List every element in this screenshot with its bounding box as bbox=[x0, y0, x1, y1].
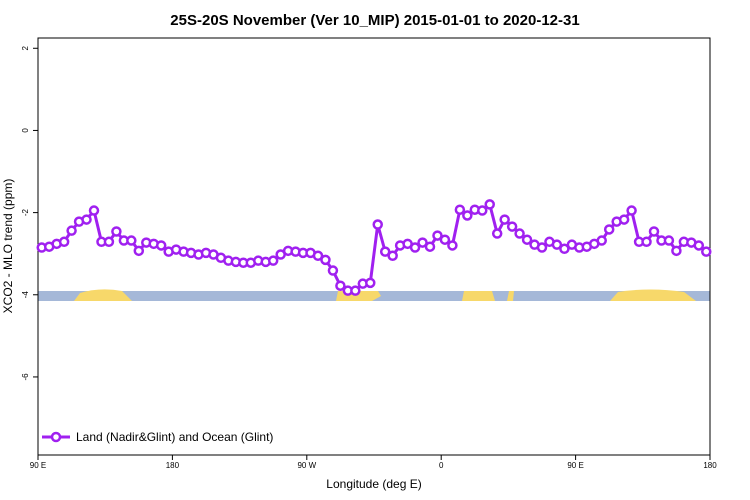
data-point bbox=[133, 245, 145, 257]
data-point bbox=[66, 225, 77, 236]
data-point bbox=[462, 210, 473, 221]
x-tick-label: 180 bbox=[703, 461, 717, 470]
data-point bbox=[701, 246, 712, 257]
y-tick-label: 0 bbox=[21, 128, 30, 133]
x-tick-label: 180 bbox=[166, 461, 180, 470]
land-band bbox=[610, 289, 696, 301]
data-point bbox=[648, 226, 660, 237]
data-point bbox=[671, 245, 682, 257]
data-point bbox=[350, 285, 361, 296]
data-point bbox=[312, 250, 324, 261]
data-point bbox=[693, 240, 705, 251]
data-point bbox=[409, 242, 421, 253]
data-point bbox=[491, 228, 503, 239]
land-band bbox=[507, 291, 514, 301]
data-point bbox=[536, 242, 548, 253]
data-point bbox=[618, 214, 630, 225]
data-point bbox=[663, 235, 675, 246]
x-tick-label: 90 E bbox=[30, 461, 46, 470]
y-tick-label: -6 bbox=[21, 373, 30, 381]
legend-marker bbox=[50, 431, 62, 443]
data-point bbox=[484, 199, 495, 210]
chart-title: 25S-20S November (Ver 10_MIP) 2015-01-01… bbox=[170, 12, 579, 29]
data-point bbox=[454, 204, 466, 215]
y-tick-label: -4 bbox=[21, 291, 30, 299]
x-axis-label: Longitude (deg E) bbox=[326, 477, 421, 491]
data-point bbox=[424, 241, 436, 252]
data-point bbox=[335, 280, 346, 291]
data-point bbox=[559, 243, 570, 255]
land-band bbox=[74, 289, 132, 301]
x-tick-label: 90 W bbox=[297, 461, 316, 470]
data-point bbox=[327, 265, 339, 276]
y-axis-label: XCO2 - MLO trend (ppm) bbox=[1, 179, 15, 314]
data-point bbox=[447, 240, 458, 251]
data-point bbox=[439, 234, 451, 245]
data-point bbox=[603, 224, 615, 235]
data-point bbox=[267, 255, 279, 266]
data-point bbox=[521, 234, 533, 245]
data-point bbox=[103, 236, 115, 248]
data-point bbox=[506, 221, 518, 232]
data-point bbox=[641, 236, 652, 248]
data-point bbox=[126, 235, 137, 246]
data-point bbox=[88, 205, 100, 216]
data-point bbox=[432, 230, 443, 241]
data-point bbox=[596, 235, 607, 246]
land-ocean-strip bbox=[38, 289, 710, 301]
y-tick-label: -2 bbox=[21, 209, 30, 217]
land-band bbox=[462, 291, 495, 301]
data-point bbox=[626, 205, 637, 216]
data-point bbox=[320, 254, 331, 266]
data-point bbox=[379, 246, 391, 257]
data-point bbox=[58, 236, 70, 248]
data-point bbox=[155, 240, 167, 251]
data-point bbox=[81, 214, 92, 225]
data-point bbox=[499, 214, 510, 225]
data-point bbox=[111, 226, 122, 237]
data-point bbox=[365, 277, 376, 289]
x-tick-label: 0 bbox=[439, 461, 444, 470]
data-point bbox=[514, 228, 525, 239]
data-point bbox=[372, 219, 383, 230]
legend-label: Land (Nadir&Glint) and Ocean (Glint) bbox=[76, 430, 273, 444]
x-tick-label: 90 E bbox=[567, 461, 583, 470]
data-point bbox=[551, 239, 563, 250]
data-point bbox=[477, 205, 488, 216]
data-point bbox=[417, 237, 428, 248]
data-point bbox=[387, 250, 398, 261]
y-tick-label: 2 bbox=[21, 45, 30, 50]
